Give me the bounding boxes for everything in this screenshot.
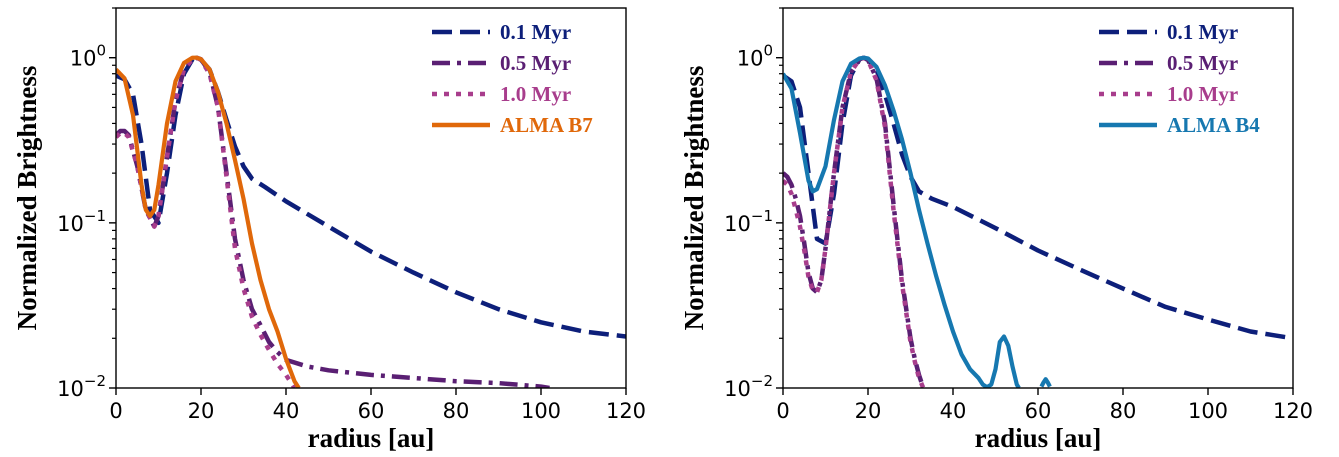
x-tick-label: 40 (273, 399, 300, 423)
x-tick-label: 0 (776, 399, 789, 423)
legend: 0.1 Myr 0.5 Myr 1.0 Myr ALMA B4 (1099, 20, 1260, 137)
legend-label: 0.1 Myr (1167, 20, 1238, 44)
chart-panel-2: 0 20 40 60 80 100 120 100 10−1 10−2 radius [au] Nor… (679, 7, 1313, 453)
legend-label: ALMA B7 (500, 113, 593, 137)
series-line-0-5-myr (783, 55, 926, 388)
x-tick-label: 60 (358, 399, 385, 423)
series-line-1-0-myr (783, 55, 926, 388)
y-tick-label: 10−2 (724, 372, 773, 401)
y-tick-label: 100 (737, 42, 773, 71)
series-line-0-1-myr (116, 55, 626, 339)
legend: 0.1 Myr 0.5 Myr 1.0 Myr ALMA B7 (432, 20, 593, 137)
legend-label: 1.0 Myr (500, 82, 571, 106)
y-tick-label: 10−2 (57, 372, 106, 401)
legend-label: 1.0 Myr (1167, 82, 1238, 106)
x-tick-label: 100 (521, 399, 561, 423)
y-tick-label: 10−1 (724, 207, 773, 236)
x-tick-label: 120 (1273, 399, 1313, 423)
x-tick-label: 40 (940, 399, 967, 423)
x-tick-label: 20 (855, 399, 882, 423)
x-tick-label: 100 (1188, 399, 1228, 423)
series-line-alma-b7 (116, 55, 301, 388)
series-line-extra-segment (1039, 377, 1052, 388)
y-axis-label: Normalized Brightness (679, 66, 709, 331)
x-axis-label: radius [au] (308, 423, 435, 453)
legend-label: 0.1 Myr (500, 20, 571, 44)
y-axis-label: Normalized Brightness (12, 66, 42, 331)
series-line-0-1-myr (783, 55, 1293, 341)
legend-label: 0.5 Myr (1167, 51, 1238, 75)
x-axis-label: radius [au] (975, 423, 1102, 453)
y-tick-label: 10−1 (57, 207, 106, 236)
x-tick-label: 80 (443, 399, 470, 423)
series-line-0-5-myr (116, 55, 550, 388)
y-tick-label: 100 (70, 42, 106, 71)
x-tick-label: 120 (606, 399, 646, 423)
legend-label: ALMA B4 (1167, 113, 1260, 137)
x-tick-label: 60 (1025, 399, 1052, 423)
chart-panel-1: 0 20 40 60 80 100 120 100 10−1 10−2 radius [au] Nor… (12, 7, 646, 453)
x-tick-label: 80 (1110, 399, 1137, 423)
x-tick-label: 0 (109, 399, 122, 423)
series-line-alma-b4 (783, 55, 1021, 388)
legend-label: 0.5 Myr (500, 51, 571, 75)
x-tick-label: 20 (188, 399, 215, 423)
